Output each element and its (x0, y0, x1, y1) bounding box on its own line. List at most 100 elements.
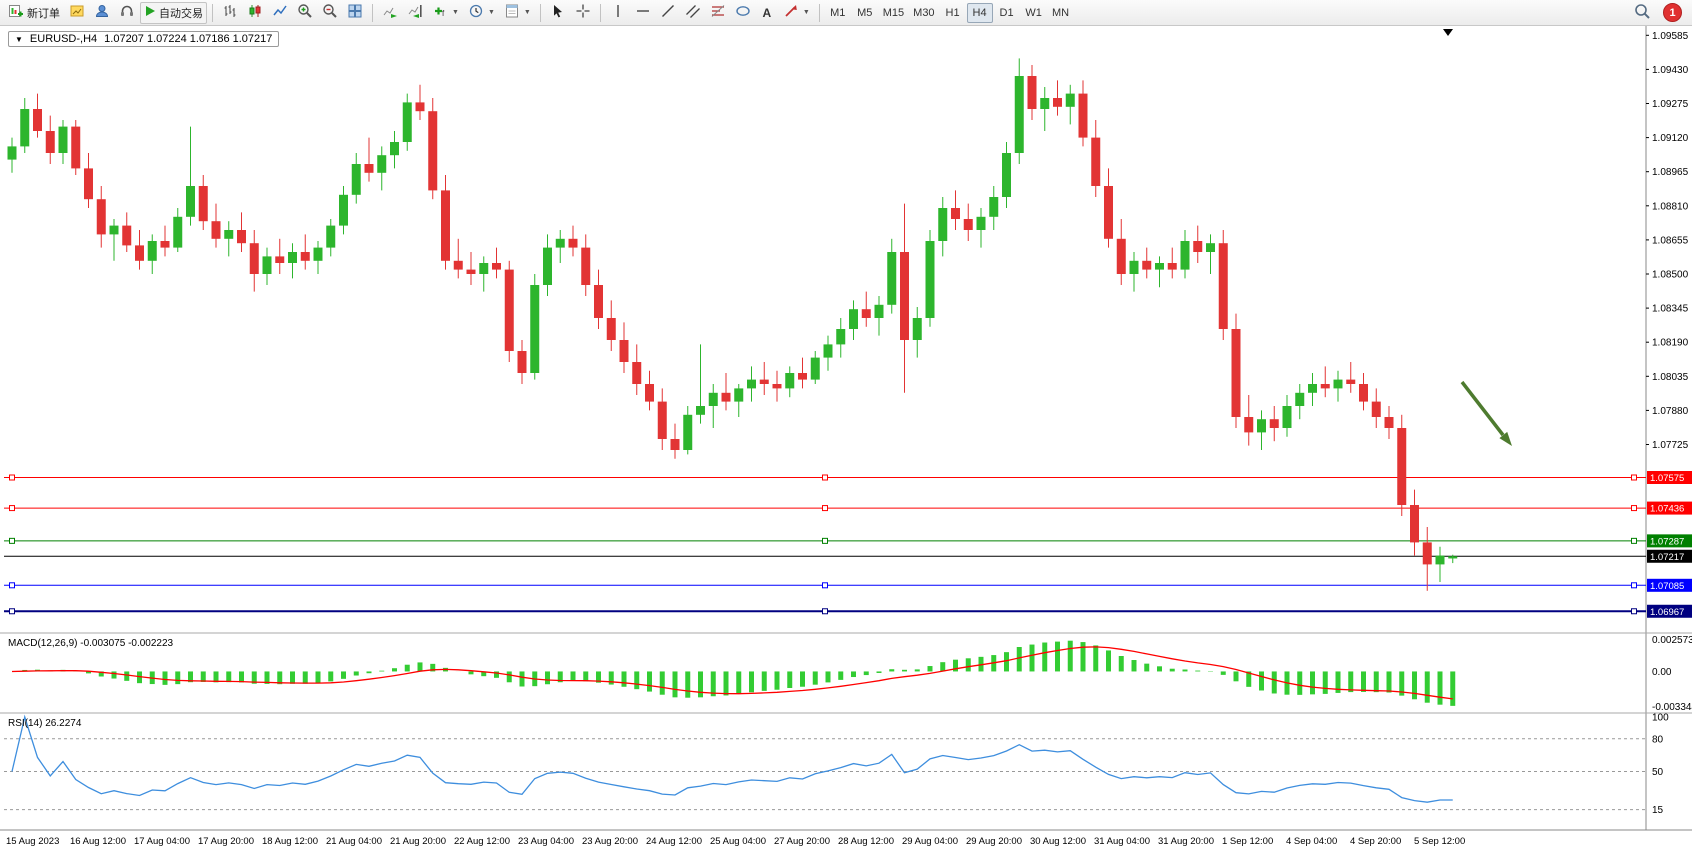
dropdown-caret-icon: ▼ (487, 9, 495, 16)
hline-handle[interactable] (822, 582, 828, 589)
hline-handle[interactable] (1631, 582, 1637, 589)
hline-handle[interactable] (9, 582, 15, 589)
time-label: 5 Sep 12:00 (1414, 836, 1465, 847)
timeframe-h1-button[interactable]: H1 (940, 3, 966, 23)
candle-body (1193, 241, 1203, 252)
price-tick-label: 1.08500 (1652, 270, 1689, 281)
candle-body (1397, 428, 1407, 505)
candle-body (45, 131, 55, 153)
horizontal-line-button[interactable] (631, 2, 655, 24)
candle-body (198, 186, 208, 222)
candle-body (1053, 98, 1062, 107)
indicators-button[interactable]: f ▼ (428, 2, 463, 24)
hline-handle[interactable] (9, 474, 15, 481)
candle-body (339, 194, 348, 226)
candle-body (479, 263, 489, 274)
terminal-button[interactable] (115, 2, 139, 24)
text-button[interactable]: A (756, 2, 778, 24)
arrows-button[interactable]: ▼ (779, 2, 814, 24)
candle-body (1448, 556, 1458, 559)
timeframe-m15-button[interactable]: M15 (879, 3, 908, 23)
candle-body (1359, 384, 1368, 402)
hline-handle[interactable] (822, 608, 828, 615)
time-label: 23 Aug 20:00 (582, 836, 638, 847)
search-button[interactable] (1630, 2, 1655, 24)
timeframe-h4-button[interactable]: H4 (966, 2, 993, 23)
auto-scroll-button[interactable] (378, 2, 402, 24)
notification-badge[interactable]: 1 (1663, 3, 1682, 22)
hline-handle[interactable] (9, 505, 15, 512)
macd-axis-label: -0.003344 (1652, 702, 1692, 713)
timeframe-m1-button[interactable]: M1 (825, 3, 851, 23)
annotation-arrow[interactable] (1460, 380, 1505, 437)
hline-handle[interactable] (822, 474, 828, 481)
candle-body (1218, 243, 1228, 329)
candle-body (670, 439, 680, 450)
candle-body (861, 309, 871, 318)
toolbar-separator (212, 3, 213, 22)
autotrading-button[interactable]: 自动交易 (140, 1, 207, 24)
candle-body (351, 164, 361, 195)
tile-windows-button[interactable] (343, 2, 367, 24)
line-chart-button[interactable] (268, 2, 292, 24)
time-label: 29 Aug 04:00 (902, 836, 958, 847)
period-button[interactable]: ▼ (464, 2, 499, 24)
templates-button[interactable]: ▼ (500, 2, 535, 24)
hline-handle[interactable] (1631, 608, 1637, 615)
hline-handle[interactable] (1631, 537, 1637, 544)
hline-handle[interactable] (9, 608, 15, 615)
price-tick-label: 1.08810 (1652, 201, 1689, 212)
hline-handle[interactable] (9, 537, 15, 544)
candle-body (492, 263, 501, 270)
rsi-indicator-label: RSI(14) 26.2274 (8, 718, 82, 729)
zoom-out-button[interactable] (318, 2, 342, 24)
candle-body (1435, 555, 1445, 565)
candle-body (211, 221, 221, 239)
timeframe-m30-button[interactable]: M30 (909, 3, 938, 23)
shapes-button[interactable] (731, 2, 755, 24)
timeframe-w1-button[interactable]: W1 (1021, 3, 1047, 23)
timeframe-mn-button[interactable]: MN (1048, 3, 1074, 23)
navigator-button[interactable] (90, 2, 114, 24)
fibonacci-button[interactable] (706, 2, 730, 24)
bar-chart-button[interactable] (218, 2, 242, 24)
chart-shift-button[interactable] (403, 2, 427, 24)
annotation-arrow-head[interactable] (1499, 431, 1512, 446)
hline-handle[interactable] (1631, 474, 1637, 481)
symbol-dropdown-icon[interactable]: ▼ (15, 34, 23, 44)
candle-body (20, 109, 30, 147)
hline-handle[interactable] (822, 537, 828, 544)
new-order-button[interactable]: 新订单 (4, 2, 64, 24)
price-tick-label: 1.09430 (1652, 65, 1689, 76)
vertical-line-button[interactable] (606, 2, 630, 24)
candlestick-chart-button[interactable] (243, 2, 267, 24)
price-label-text: 1.06967 (1650, 607, 1684, 618)
chart-title-box[interactable]: ▼ EURUSD-,H4 1.07207 1.07224 1.07186 1.0… (8, 31, 280, 47)
scroll-position-marker[interactable] (1443, 29, 1453, 36)
zoom-in-button[interactable] (293, 2, 317, 24)
trendline-button[interactable] (656, 2, 680, 24)
time-label: 21 Aug 04:00 (326, 836, 382, 847)
candle-body (1320, 384, 1330, 389)
candle-body (721, 392, 731, 402)
price-tick-label: 1.09120 (1652, 133, 1689, 144)
candle-body (58, 126, 68, 153)
candle-body (147, 241, 157, 261)
candle-body (364, 164, 374, 173)
candle-body (96, 199, 106, 235)
candle-body (1422, 542, 1432, 565)
price-label-text: 1.07085 (1650, 581, 1684, 592)
channel-button[interactable] (681, 2, 705, 24)
candle-body (683, 414, 693, 450)
cursor-button[interactable] (546, 2, 570, 24)
candle-body (1002, 153, 1011, 197)
timeframe-d1-button[interactable]: D1 (994, 3, 1020, 23)
market-watch-button[interactable] (65, 2, 89, 24)
crosshair-button[interactable] (571, 2, 595, 24)
hline-handle[interactable] (822, 505, 828, 512)
candle-body (313, 247, 323, 261)
hline-handle[interactable] (1631, 505, 1637, 512)
candle-body (696, 406, 705, 415)
timeframe-m5-button[interactable]: M5 (852, 3, 878, 23)
candle-body (300, 252, 310, 261)
